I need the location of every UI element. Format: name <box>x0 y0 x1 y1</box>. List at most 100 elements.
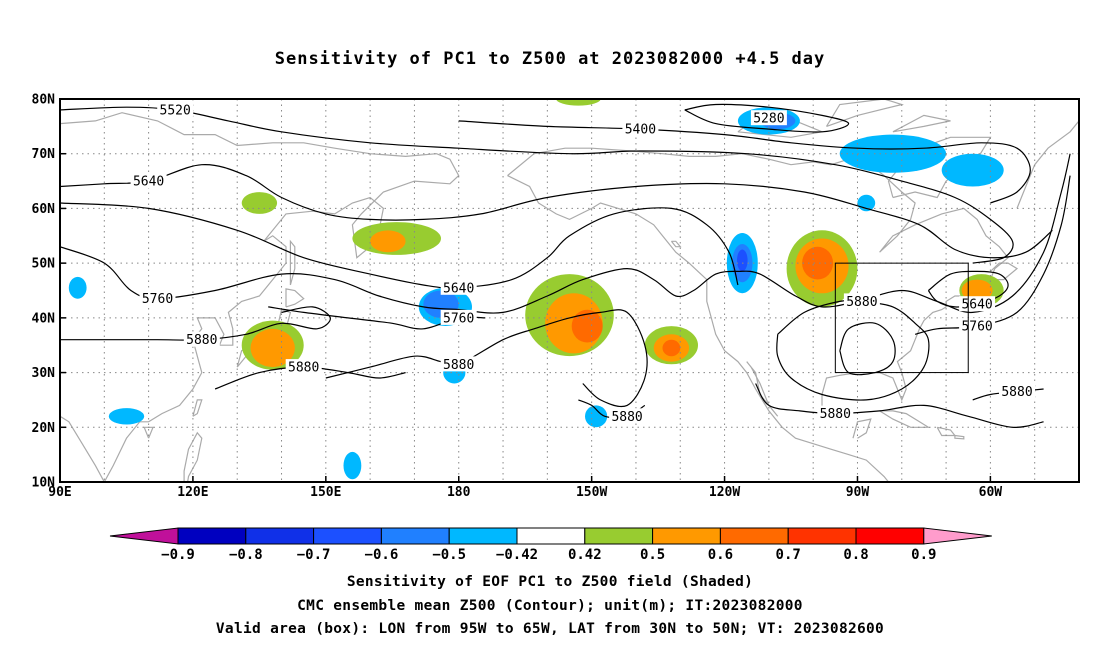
colorbar-swatch <box>787 527 857 545</box>
contour-label-bg <box>139 290 176 306</box>
sensitivity-patch <box>68 276 87 299</box>
sensitivity-patch <box>839 134 947 173</box>
map-frame <box>59 98 1080 483</box>
contour-line <box>60 202 739 289</box>
caption-valid-area: Valid area (box): LON from 95W to 65W, L… <box>215 621 885 637</box>
contour-label-bg <box>440 356 477 372</box>
coastline-segment <box>954 434 965 440</box>
contour-label: 5880 <box>1001 385 1032 400</box>
contour-line <box>914 175 1071 335</box>
colorbar-label: 0.9 <box>911 547 936 563</box>
contour-line <box>60 153 1071 314</box>
colorbar-swatch <box>245 527 315 545</box>
y-tick-label: 80N <box>32 93 56 108</box>
contour-label-bg <box>440 309 477 325</box>
sensitivity-patch <box>556 99 601 106</box>
valid-area-box <box>834 262 969 374</box>
contour-label: 5760 <box>142 292 173 307</box>
contour-label: 5640 <box>443 281 474 296</box>
colorbar-label: −0.8 <box>229 547 263 563</box>
coastline-segment <box>892 114 951 133</box>
colorbar: −0.9 −0.8 −0.7 −0.6 −0.5 −0.42 0.42 0.5 0.6 0.7 0.… <box>109 527 992 563</box>
colorbar-swatch <box>516 527 586 545</box>
x-tick-label: 90E <box>48 485 71 500</box>
x-tick-label: 90W <box>846 485 870 500</box>
chart-title: Sensitivity of PC1 to Z500 at 2023082000… <box>274 49 826 69</box>
colorbar-label: 0.42 <box>568 547 602 563</box>
contour-label-bg <box>157 101 194 117</box>
contour-label: 5280 <box>753 112 784 127</box>
contour-label-bg <box>750 110 787 126</box>
sensitivity-patch <box>802 246 834 280</box>
sensitivity-map: 5280 5400 5520 5640 5640 5640 5760 5760 5760 5880… <box>32 93 1080 563</box>
colorbar-swatch <box>177 527 247 545</box>
x-tick-label: 150W <box>576 485 607 500</box>
coastline-segment <box>289 239 296 286</box>
contour-label-bg <box>843 293 880 309</box>
coastline-segment <box>1016 120 1079 209</box>
sensitivity-patch <box>585 405 608 428</box>
y-tick-label: 50N <box>32 257 56 272</box>
contour-label: 5880 <box>288 361 319 376</box>
sensitivity-patch <box>662 339 681 357</box>
sensitivity-patch <box>370 230 406 253</box>
sensitivity-patch <box>108 408 145 425</box>
x-tick-label: 180 <box>447 485 471 500</box>
coastline-segment <box>192 399 203 417</box>
contour-label: 5880 <box>820 407 851 422</box>
colorbar-low-arrow <box>109 527 179 545</box>
contour-line <box>60 306 331 341</box>
y-tick-label: 70N <box>32 147 56 162</box>
y-tick-label: 40N <box>32 311 56 326</box>
contour-label-bg <box>622 121 659 137</box>
axis-labels: 90E 120E 150E 180 150W 120W 90W 60W 80N 70N 60N 50N… <box>32 93 1003 501</box>
contour-label-bg <box>817 405 854 421</box>
coastline-segment <box>670 240 682 248</box>
contour-label: 5880 <box>846 295 877 310</box>
contour-label: 5880 <box>186 333 217 348</box>
contour-line <box>214 366 406 390</box>
sensitivity-patch <box>961 279 993 302</box>
x-tick-label: 150E <box>310 485 341 500</box>
colorbar-label: −0.5 <box>432 547 466 563</box>
caption-shading: Sensitivity of EOF PC1 to Z500 field (Sh… <box>346 574 754 590</box>
contour-label: 5640 <box>133 175 164 190</box>
contour-label-bg <box>999 383 1035 399</box>
contour-line <box>458 120 1031 204</box>
sensitivity-patch <box>250 328 295 368</box>
y-tick-label: 60N <box>32 202 56 217</box>
sensitivity-patch <box>737 249 748 272</box>
coastline-segment <box>879 410 931 428</box>
coastline-segment <box>825 99 905 127</box>
colorbar-label: 0.7 <box>776 547 801 563</box>
sensitivity-patch <box>343 451 362 480</box>
coastline-segment <box>60 415 105 482</box>
x-tick-label: 120W <box>709 485 740 500</box>
coastline-segment <box>852 418 872 439</box>
contour-label: 5640 <box>961 298 992 313</box>
contour-line <box>755 383 1044 428</box>
colorbar-label: 0.6 <box>708 547 733 563</box>
contour-label: 5760 <box>443 311 474 326</box>
contour-line <box>839 322 896 376</box>
contour-line <box>60 106 1014 264</box>
contour-line <box>776 299 930 401</box>
sensitivity-patch <box>941 153 1004 187</box>
x-tick-label: 60W <box>979 485 1003 500</box>
contour-line <box>684 103 850 133</box>
contour-line <box>325 309 648 408</box>
contour-label: 5760 <box>961 320 992 335</box>
colorbar-label: −0.7 <box>297 547 331 563</box>
caption-contour: CMC ensemble mean Z500 (Contour); unit(m… <box>297 598 803 614</box>
colorbar-swatch <box>380 527 450 545</box>
contour-label: 5880 <box>443 358 474 373</box>
contour-label: 5880 <box>611 410 642 425</box>
colorbar-swatch <box>855 527 925 545</box>
contour-label-bg <box>440 279 477 295</box>
colorbar-label: 0.5 <box>640 547 665 563</box>
contour-labels: 5280 5400 5520 5640 5640 5640 5760 5760 5760 5880… <box>130 101 1035 425</box>
colorbar-high-arrow <box>923 527 992 545</box>
colorbar-swatch <box>448 527 518 545</box>
coastline-segment <box>285 288 305 308</box>
contour-line <box>60 164 1053 259</box>
